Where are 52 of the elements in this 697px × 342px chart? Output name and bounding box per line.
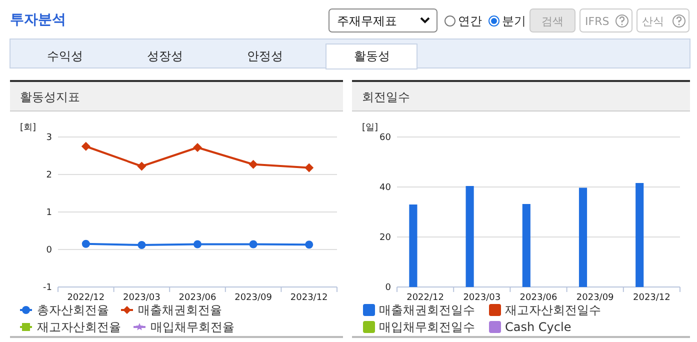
- point: [194, 240, 202, 248]
- legend-label: 총자산회전율: [37, 303, 109, 317]
- point: [305, 240, 314, 249]
- point: [138, 241, 146, 249]
- legend-item: 매출채권회전율: [121, 303, 222, 317]
- legend-item: 재고자산회전일수: [489, 303, 601, 317]
- bar: [466, 186, 474, 287]
- y-tick-label: 20: [380, 233, 392, 243]
- x-tick-label: 2023/09: [234, 293, 272, 303]
- y-tick-label: 1: [46, 208, 52, 218]
- bar: [409, 204, 418, 287]
- legend-item: 매출채권회전일수: [363, 303, 475, 317]
- point: [304, 163, 314, 172]
- x-tick-label: 2023/06: [178, 293, 216, 303]
- chart-title: 회전일수: [362, 90, 410, 104]
- legend-label: 매입채무회전율: [150, 320, 234, 334]
- point: [249, 240, 258, 248]
- bar: [578, 188, 588, 287]
- point: [81, 142, 90, 151]
- y-tick-label: 0: [385, 283, 392, 293]
- y-tick-label: 60: [380, 133, 392, 143]
- y-tick-label: -1: [43, 283, 52, 293]
- y-tick-label: 3: [46, 133, 52, 143]
- bar: [636, 183, 644, 287]
- x-tick-label: 2023/06: [520, 293, 558, 303]
- legend-item: 재고자산회전율: [20, 320, 121, 334]
- x-tick-label: 2023/03: [123, 293, 160, 303]
- legend-item: 매입채무회전일수: [363, 320, 475, 334]
- legend-item: Cash Cycle: [489, 320, 572, 334]
- x-tick-label: 2023/09: [576, 293, 614, 303]
- point: [248, 160, 258, 169]
- x-tick-label: 2023/12: [290, 293, 328, 303]
- x-tick-label: 2022/12: [67, 293, 105, 303]
- chart-title: 활동성지표: [20, 90, 80, 104]
- y-axis-title: [일]: [362, 123, 378, 133]
- point: [193, 143, 202, 152]
- point: [137, 162, 146, 171]
- legend-item: 총자산회전율: [20, 303, 109, 317]
- x-tick-label: 2022/12: [406, 293, 444, 303]
- legend-item: 매입채무회전율: [134, 320, 234, 334]
- legend-label: 재고자산회전율: [37, 320, 121, 334]
- point: [82, 240, 90, 248]
- x-tick-label: 2023/12: [633, 293, 670, 303]
- x-tick-label: 2023/03: [463, 293, 501, 303]
- y-tick-label: 0: [46, 246, 52, 256]
- y-tick-label: 2: [46, 170, 52, 180]
- y-axis-title: [회]: [20, 123, 36, 133]
- bar: [522, 204, 530, 287]
- legend-label: 매출채권회전율: [138, 303, 222, 317]
- y-tick-label: 40: [380, 183, 392, 193]
- legend-label: Cash Cycle: [505, 320, 572, 334]
- page-header: 투자분석 주재무제표 연간 분기 검색 IFRS 산식 수익성 성장성 안정성 활동성: [10, 8, 690, 70]
